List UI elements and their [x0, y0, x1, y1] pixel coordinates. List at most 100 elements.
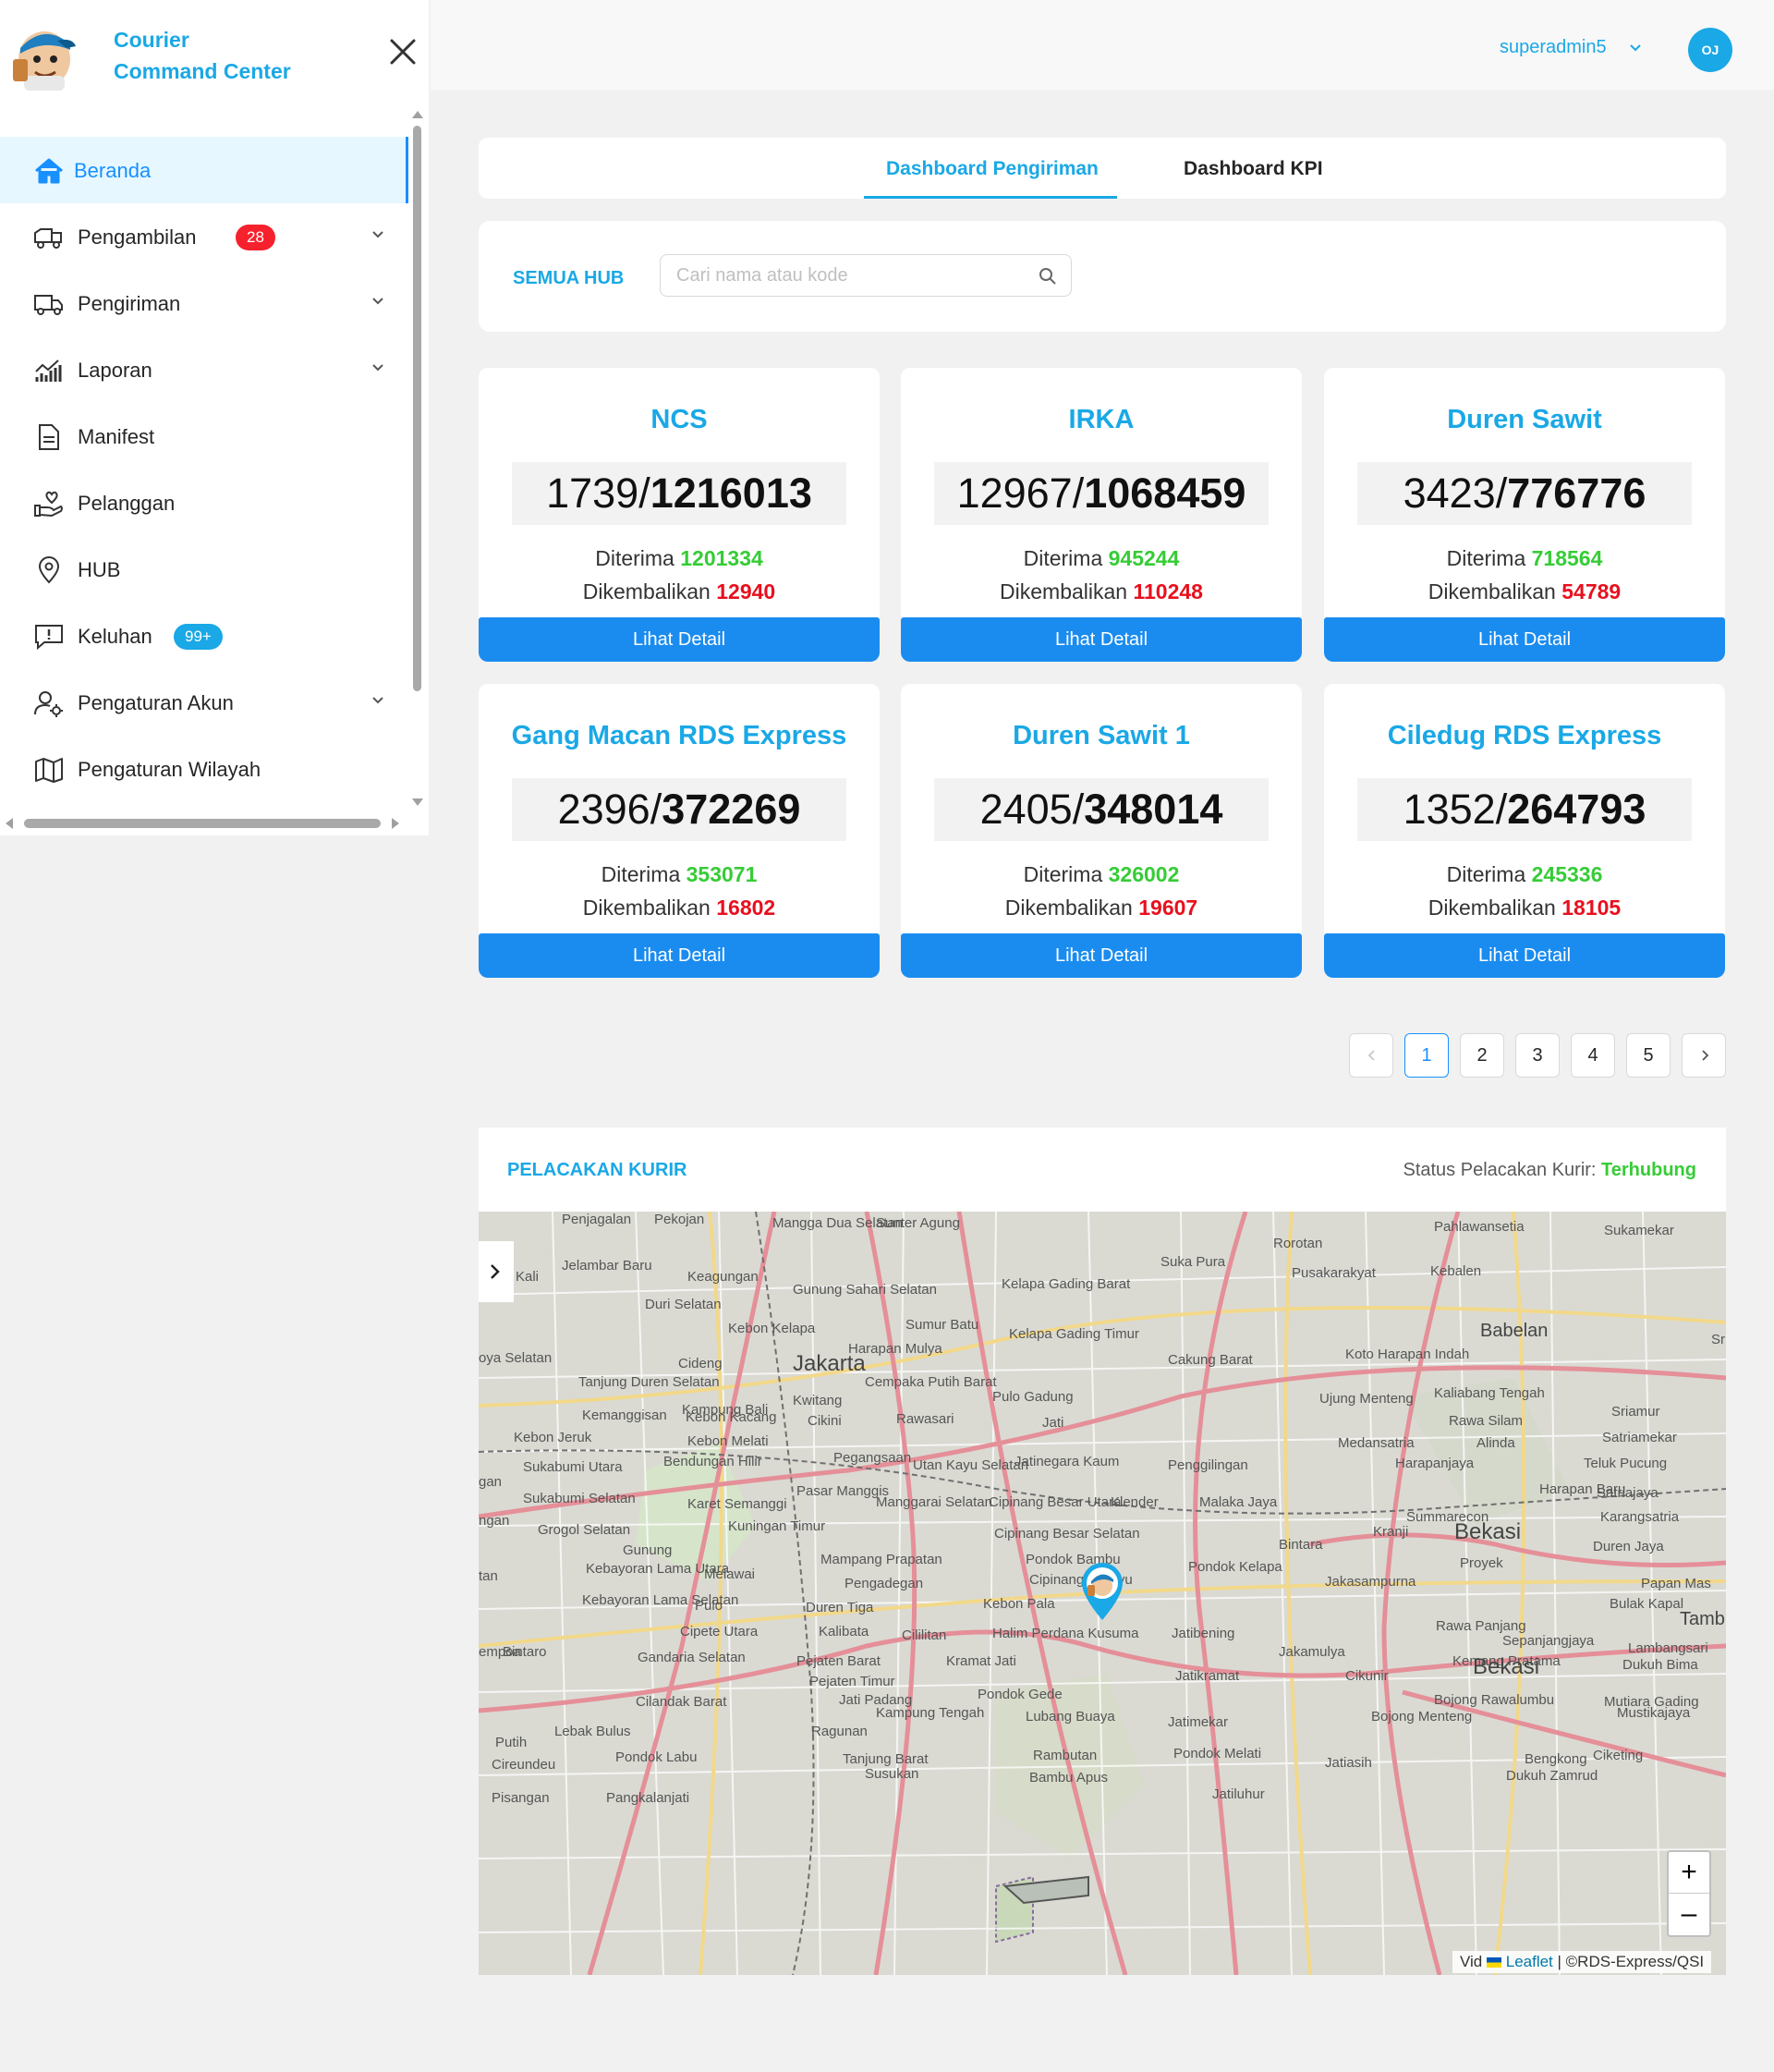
received-label: Diterima: [1023, 546, 1103, 570]
map-place-label: Kebayoran Lama Utara: [586, 1561, 730, 1577]
returned-count: 54789: [1561, 579, 1622, 603]
courier-location-marker[interactable]: [1078, 1561, 1126, 1622]
map-place-label: Karet Semanggi: [687, 1496, 787, 1512]
sidebar-item-label: Laporan: [78, 359, 152, 382]
map-icon: [33, 756, 65, 784]
map-place-label: Kebalen: [1430, 1263, 1482, 1279]
sidebar-item-laporan[interactable]: Laporan: [0, 336, 408, 403]
map-place-label: Kemanggisan: [582, 1408, 667, 1423]
sidebar-item-label: Pengambilan: [78, 225, 197, 249]
courier-marker-icon: [1082, 1563, 1123, 1620]
leaflet-link[interactable]: Leaflet: [1505, 1953, 1553, 1970]
map-place-label: Pisangan: [492, 1790, 550, 1806]
sidebar-item-hub[interactable]: HUB: [0, 536, 408, 603]
view-detail-button[interactable]: Lihat Detail: [479, 933, 880, 978]
received-label: Diterima: [595, 546, 674, 570]
scroll-right-icon[interactable]: [392, 818, 399, 829]
map-place-label: Jatibening: [1172, 1626, 1235, 1641]
returned-label: Dikembalikan: [1428, 579, 1556, 603]
pagination-prev-button[interactable]: [1349, 1033, 1393, 1078]
scrollbar-thumb[interactable]: [24, 819, 381, 828]
map-place-label: Pengadegan: [844, 1576, 924, 1591]
map-place-label: Koto Harapan Indah: [1345, 1347, 1470, 1362]
search-input[interactable]: [674, 264, 1029, 287]
map-place-label: Penjagalan: [562, 1212, 632, 1227]
map-place-label: Bojong Menteng: [1371, 1709, 1473, 1725]
map-place-label: Teluk Pucung: [1584, 1456, 1668, 1471]
sidebar-item-pengaturan-wilayah[interactable]: Pengaturan Wilayah: [0, 736, 408, 802]
map-place-label: Karangsatria: [1600, 1509, 1680, 1525]
view-detail-button[interactable]: Lihat Detail: [479, 617, 880, 662]
sidebar-item-pengaturan-akun[interactable]: Pengaturan Akun: [0, 669, 408, 736]
returned-label: Dikembalikan: [582, 896, 711, 920]
zoom-out-button[interactable]: –: [1669, 1893, 1709, 1934]
zoom-in-button[interactable]: +: [1681, 1857, 1697, 1887]
pagination-page-2[interactable]: 2: [1460, 1033, 1504, 1078]
scroll-left-icon[interactable]: [6, 818, 13, 829]
pagination-page-3[interactable]: 3: [1515, 1033, 1560, 1078]
map-place-label: Jatiluhur: [1212, 1786, 1265, 1802]
chevron-down-icon[interactable]: [1628, 41, 1643, 55]
tab-dashboard-pengiriman[interactable]: Dashboard Pengiriman: [886, 158, 1099, 179]
map-place-label: Dukuh Bima: [1622, 1657, 1698, 1673]
hub-received-line: Diterima 718564: [1324, 543, 1725, 573]
close-sidebar-button[interactable]: [386, 35, 419, 68]
sidebar-item-manifest[interactable]: Manifest: [0, 403, 408, 469]
sidebar-horizontal-scrollbar[interactable]: [0, 813, 408, 834]
user-menu-button[interactable]: superadmin5: [1500, 37, 1607, 57]
map-place-label: Pondok Kelapa: [1188, 1559, 1282, 1575]
sidebar-item-pengiriman[interactable]: Pengiriman: [0, 270, 408, 336]
map-place-label: Pekojan: [654, 1212, 705, 1227]
pagination-page-1[interactable]: 1: [1404, 1033, 1449, 1078]
scrollbar-thumb[interactable]: [413, 126, 421, 691]
sidebar-item-label: HUB: [78, 558, 121, 581]
map-place-label: Manggarai Selatan: [876, 1494, 992, 1510]
map-base-layer: [479, 1212, 1726, 1975]
map-place-label: Gunung Sahari Selatan: [793, 1282, 937, 1298]
pagination-page-4[interactable]: 4: [1571, 1033, 1615, 1078]
view-detail-button[interactable]: Lihat Detail: [901, 617, 1302, 662]
hub-total-count: 372269: [662, 786, 801, 833]
map-place-label: Kranji: [1373, 1524, 1409, 1540]
sidebar-item-pengambilan[interactable]: Pengambilan 28: [0, 203, 408, 270]
hub-shipment-count: 2405/348014: [934, 778, 1269, 841]
map-place-label: Ragunan: [811, 1724, 868, 1739]
hub-total-count: 776776: [1507, 469, 1646, 517]
map-place-label: Proyek: [1460, 1555, 1503, 1571]
map-place-label: Sunter Agung: [876, 1215, 960, 1231]
map-place-label: Kaliabang Tengah: [1434, 1385, 1545, 1401]
map-place-label: Satriajaya: [1597, 1485, 1659, 1501]
sidebar-item-pelanggan[interactable]: Pelanggan: [0, 469, 408, 536]
hub-current-count: 1739: [546, 469, 639, 517]
view-detail-button[interactable]: Lihat Detail: [901, 933, 1302, 978]
tab-dashboard-kpi[interactable]: Dashboard KPI: [1184, 158, 1323, 179]
received-label: Diterima: [1446, 862, 1526, 886]
map-panel-toggle-button[interactable]: [479, 1241, 514, 1302]
hub-returned-line: Dikembalikan 19607: [901, 893, 1302, 922]
pagination-next-button[interactable]: [1682, 1033, 1726, 1078]
pagination-page-5[interactable]: 5: [1626, 1033, 1671, 1078]
returned-label: Dikembalikan: [582, 579, 711, 603]
hub-card: NCS 1739/1216013 Diterima 1201334 Dikemb…: [479, 368, 880, 662]
courier-map[interactable]: Penjagalan Pekojan Mangga Dua Selatan Sunte…: [479, 1212, 1726, 1975]
view-detail-button[interactable]: Lihat Detail: [1324, 933, 1725, 978]
sidebar-item-beranda[interactable]: Beranda: [0, 137, 408, 203]
chart-icon: [33, 357, 65, 384]
scroll-up-icon[interactable]: [412, 111, 423, 118]
sidebar-item-keluhan[interactable]: Keluhan 99+: [0, 603, 408, 669]
map-place-label: Cipinang Besar Selatan: [994, 1526, 1140, 1542]
all-hub-filter[interactable]: SEMUA HUB: [513, 268, 625, 288]
map-place-label: Pasar Manggis: [796, 1483, 890, 1499]
hub-card: Gang Macan RDS Express 2396/372269 Diter…: [479, 684, 880, 978]
map-place-label: Halim Perdana Kusuma: [992, 1626, 1139, 1641]
map-place-label: tan: [479, 1568, 498, 1584]
map-place-label: Kalibata: [819, 1624, 869, 1639]
avatar[interactable]: OJ: [1688, 28, 1732, 72]
hub-shipment-count: 3423/776776: [1357, 462, 1692, 525]
search-icon[interactable]: [1038, 266, 1058, 286]
scroll-down-icon[interactable]: [412, 798, 423, 806]
sidebar-vertical-scrollbar[interactable]: [410, 107, 425, 810]
view-detail-button[interactable]: Lihat Detail: [1324, 617, 1725, 662]
map-place-label: Duren Jaya: [1593, 1539, 1664, 1554]
map-place-label: Bintara: [1279, 1537, 1323, 1553]
